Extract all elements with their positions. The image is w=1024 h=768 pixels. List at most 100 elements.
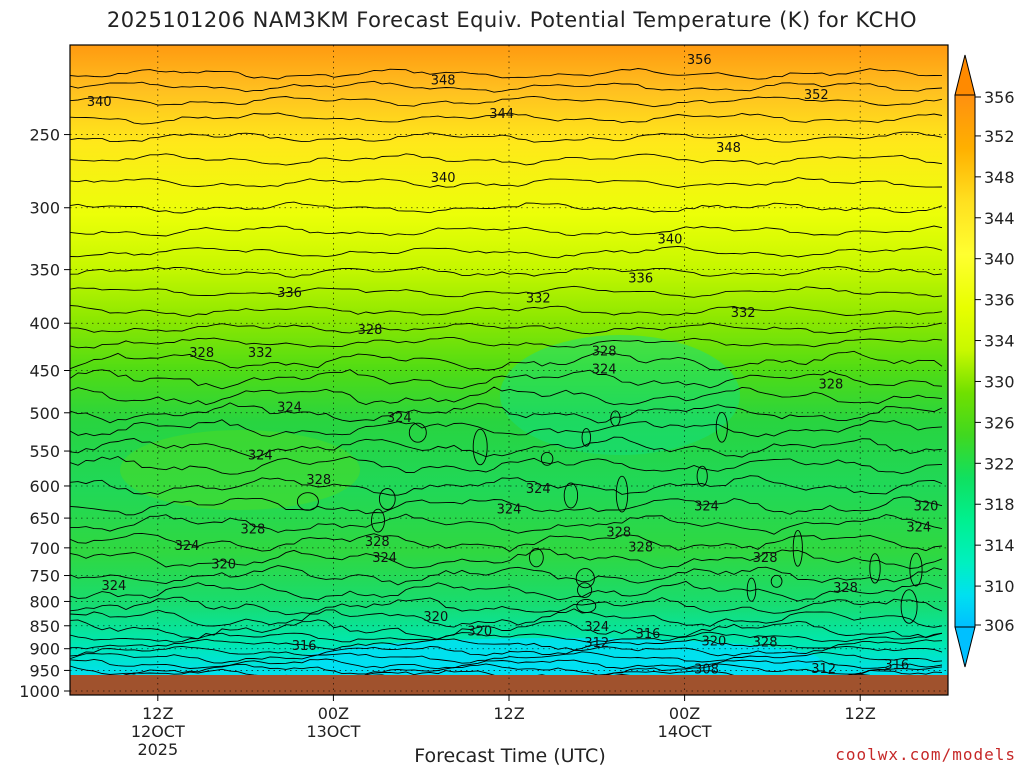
contour-label: 324 <box>906 521 931 536</box>
contour-label: 328 <box>306 473 331 488</box>
contour-label: 324 <box>387 411 412 426</box>
contour-label: 316 <box>636 627 661 642</box>
contour-line <box>70 651 943 664</box>
contour-cell <box>540 451 554 466</box>
y-tick-label: 950 <box>29 661 60 680</box>
source-credit: coolwx.com/models <box>835 745 1016 764</box>
contour-cell <box>770 574 783 588</box>
x-tick-label: 13OCT <box>306 722 360 741</box>
contour-cell <box>408 422 427 443</box>
contour-label: 328 <box>833 581 858 596</box>
colorbar-tick-label: 326 <box>984 413 1015 432</box>
contour-cell <box>615 475 629 513</box>
contour-label: 328 <box>606 525 631 540</box>
contour-label: 316 <box>884 658 909 673</box>
contour-label: 340 <box>431 171 456 186</box>
x-tick-label: 12Z <box>142 704 173 723</box>
contour-label: 324 <box>592 363 617 378</box>
contour-label: 328 <box>358 323 383 338</box>
x-tick-label: 12OCT <box>131 722 185 741</box>
colorbar-top-arrow <box>954 54 976 96</box>
ground-band <box>70 675 948 695</box>
colorbar-tick-label: 314 <box>984 536 1015 555</box>
contour-line <box>70 496 943 516</box>
x-tick-label: 2025 <box>137 740 178 759</box>
contour-cell <box>610 410 621 427</box>
contour-cell <box>696 465 708 487</box>
y-axis: 1000 950 900 850 800 750 700 650 600 550 500 450 400… <box>19 126 70 701</box>
contour-label: 308 <box>694 663 719 678</box>
colorbar-tick-label: 318 <box>984 495 1015 514</box>
contour-label: 324 <box>277 400 302 415</box>
x-tick-label: 14OCT <box>658 722 712 741</box>
y-tick-label: 550 <box>29 442 60 461</box>
contour-cell <box>792 529 803 567</box>
contour-line <box>70 638 943 651</box>
contour-cell <box>575 568 595 589</box>
contour-label: 328 <box>753 636 778 651</box>
y-tick-label: 850 <box>29 617 60 636</box>
contour-cell <box>472 428 488 466</box>
colorbar-bottom-arrow <box>954 626 976 668</box>
contour-line <box>70 596 943 616</box>
contour-label: 340 <box>658 233 683 248</box>
contour-line <box>70 225 943 237</box>
contour-line <box>70 369 943 390</box>
contour-line <box>70 337 943 349</box>
y-tick-label: 350 <box>29 261 60 280</box>
contour-cell <box>869 553 881 584</box>
contour-label: 320 <box>701 635 726 650</box>
contour-label: 312 <box>584 636 609 651</box>
contour-label: 328 <box>241 522 266 537</box>
contour-label: 336 <box>277 286 302 301</box>
y-tick-label: 750 <box>29 567 60 586</box>
contour-cell <box>576 598 597 614</box>
contour-cell <box>581 428 592 447</box>
contour-line <box>70 513 943 535</box>
colorbar-tick-label: 310 <box>984 577 1015 596</box>
contour-label: 340 <box>87 95 112 110</box>
moist-patch <box>120 430 360 510</box>
contour-line <box>70 131 943 143</box>
contour-line <box>70 645 943 657</box>
contour-line <box>70 305 943 317</box>
colorbar-tick-label: 340 <box>984 250 1015 269</box>
contour-line <box>70 565 943 586</box>
colorbar-tick-label: 306 <box>984 616 1015 635</box>
contour-line <box>70 322 943 335</box>
contour-line <box>70 436 943 458</box>
contour-label: 328 <box>628 541 653 556</box>
contour-line <box>70 112 943 125</box>
contour-line <box>70 266 943 278</box>
contour-line <box>70 386 943 406</box>
x-axis-label: Forecast Time (UTC) <box>414 745 606 767</box>
contour-line <box>70 153 943 166</box>
contour-label: 348 <box>716 141 741 156</box>
contour-label: 320 <box>467 624 492 639</box>
y-tick-label: 900 <box>29 640 60 659</box>
contour-label: 312 <box>811 662 836 677</box>
contour-cell <box>746 577 757 602</box>
contour-label: 320 <box>211 558 236 573</box>
contour-cell <box>371 508 385 533</box>
contour-line <box>70 402 943 424</box>
gridlines <box>70 45 948 695</box>
contour-label: 320 <box>423 610 448 625</box>
contour-label: 328 <box>592 344 617 359</box>
y-tick-label: 700 <box>29 539 60 558</box>
contour-label: 324 <box>584 620 609 635</box>
contour-label: 324 <box>372 551 397 566</box>
y-tick-label: 450 <box>29 361 60 380</box>
contour-cell <box>378 488 396 510</box>
contour-label: 348 <box>431 74 456 89</box>
contour-label: 356 <box>687 53 712 68</box>
contour-label: 328 <box>819 378 844 393</box>
contour-line <box>70 580 943 602</box>
contour-label: 328 <box>753 551 778 566</box>
x-tick-label: 00Z <box>318 704 349 723</box>
contour-line <box>70 658 943 670</box>
contour-label: 324 <box>175 539 200 554</box>
x-tick-label: 12Z <box>493 704 524 723</box>
contour-label: 316 <box>292 639 317 654</box>
